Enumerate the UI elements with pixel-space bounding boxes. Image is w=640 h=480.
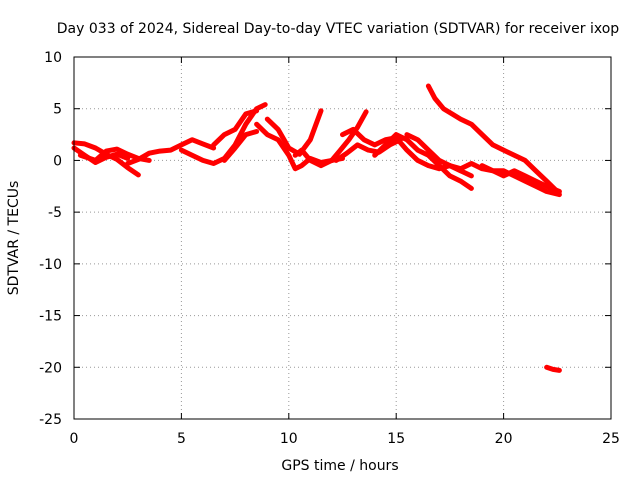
y-tick-label: -5 bbox=[48, 205, 62, 221]
series-line-track-k bbox=[329, 109, 369, 163]
series-line-track-f bbox=[211, 108, 260, 148]
series-line-track-r bbox=[479, 163, 562, 198]
series-line-track-s bbox=[544, 364, 562, 373]
series-line-track-l bbox=[333, 137, 403, 163]
series-line-track-q bbox=[447, 161, 562, 194]
y-tick-label: -10 bbox=[39, 257, 62, 273]
y-tick-label: 0 bbox=[53, 153, 62, 169]
x-tick-label: 25 bbox=[602, 431, 620, 447]
x-tick-label: 20 bbox=[495, 431, 513, 447]
y-tick-label: -15 bbox=[39, 309, 62, 325]
x-tick-label: 10 bbox=[280, 431, 298, 447]
y-tick-label: 5 bbox=[53, 102, 62, 118]
x-axis-label: GPS time / hours bbox=[281, 458, 398, 474]
series-line-track-g bbox=[221, 129, 260, 163]
chart-title: Day 033 of 2024, Sidereal Day-to-day VTE… bbox=[57, 21, 620, 37]
y-tick-label: -25 bbox=[39, 412, 62, 428]
series-line-track-h bbox=[254, 121, 335, 172]
series-line-track-n bbox=[372, 132, 474, 191]
x-tick-label: 15 bbox=[387, 431, 405, 447]
plot-frame bbox=[73, 56, 612, 420]
y-axis-label: SDTVAR / TECUs bbox=[6, 181, 22, 296]
series-layer bbox=[71, 83, 562, 373]
grid bbox=[74, 57, 611, 419]
x-tick-label: 0 bbox=[70, 431, 79, 447]
y-tick-label: -20 bbox=[39, 360, 62, 376]
series-line-track-i bbox=[264, 108, 324, 157]
y-tick-label: 10 bbox=[44, 50, 62, 66]
axis-ticks: 0 5 10 15 20 25 -25 -20 -15 -10 -5 0 5 10 bbox=[39, 50, 620, 447]
x-tick-label: 5 bbox=[177, 431, 186, 447]
series-line-track-d bbox=[125, 137, 217, 166]
series-line-track-p bbox=[425, 83, 560, 194]
